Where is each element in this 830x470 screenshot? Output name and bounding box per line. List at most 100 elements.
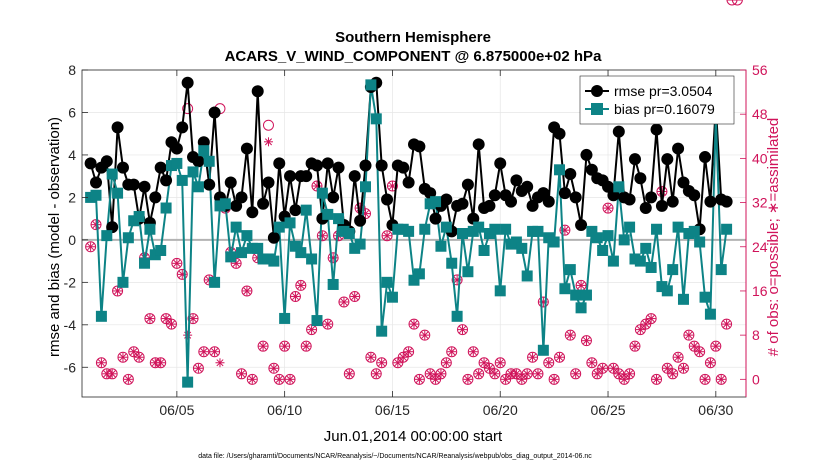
obs-possible-point: [403, 346, 415, 358]
rmse-point: [704, 195, 717, 208]
rmse-point: [127, 178, 140, 191]
rmse-point: [472, 138, 485, 151]
obs-possible-point: [386, 180, 398, 192]
obs-assimilated-point: [598, 363, 608, 373]
obs-assimilated-point: [614, 369, 624, 379]
bias-point: [225, 251, 237, 263]
bias-point: [704, 308, 716, 320]
obs-assimilated-point: [700, 374, 710, 384]
obs-assimilated-point: [581, 336, 591, 346]
bias-point: [489, 223, 501, 235]
obs-assimilated-point: [678, 363, 688, 373]
obs-possible-point: [268, 362, 280, 374]
bias-point: [494, 285, 506, 297]
bias-point: [192, 181, 204, 193]
bias-point: [176, 174, 188, 186]
legend-bias-marker: [591, 103, 603, 115]
obs-possible-point: [586, 357, 598, 369]
bias-point: [537, 344, 549, 356]
obs-possible-point: [580, 335, 592, 347]
rmse-point: [111, 121, 124, 134]
obs-assimilated-point: [193, 363, 203, 373]
obs-possible-point: [462, 373, 474, 385]
y-left-tick-label: 0: [68, 232, 76, 248]
obs-assimilated-point: [458, 325, 468, 335]
obs-assimilated-point: [166, 319, 176, 329]
obs-assimilated-point: [528, 352, 538, 362]
y-right-tick-label: 48: [752, 106, 768, 122]
obs-possible-point: [381, 230, 393, 242]
obs-possible-point: [279, 340, 291, 352]
x-tick-label: 06/10: [267, 402, 302, 418]
y-right-tick-label: 40: [752, 150, 768, 166]
rmse-point: [84, 157, 97, 170]
obs-possible-point: [537, 296, 549, 308]
obs-assimilated-point: [716, 374, 726, 384]
obs-possible-point: [672, 351, 684, 363]
rmse-point: [612, 125, 625, 138]
obs-assimilated-point: [86, 242, 96, 252]
obs-assimilated-point: [587, 358, 597, 368]
obs-possible-point: [645, 313, 657, 325]
bias-point: [144, 223, 156, 235]
bias-point: [575, 302, 587, 314]
bias-point: [672, 221, 684, 233]
rmse-point: [235, 191, 248, 204]
y-axis-left-label: rmse and bias (model - observation): [46, 117, 63, 357]
bias-point: [327, 278, 339, 290]
bias-point: [559, 283, 571, 295]
legend-bias-label: bias pr=0.16079: [614, 101, 715, 117]
bias-point: [613, 181, 625, 193]
obs-possible-point: [90, 219, 102, 231]
obs-assimilated-point: [705, 358, 715, 368]
obs-possible-point: [370, 368, 382, 380]
obs-assimilated-point: [172, 258, 182, 268]
rmse-point: [257, 197, 270, 210]
bias-point: [602, 230, 614, 242]
x-tick-label: 06/15: [375, 402, 410, 418]
obs-possible-point: [365, 351, 377, 363]
bias-point: [570, 289, 582, 301]
obs-possible-point: [300, 340, 312, 352]
y-left-tick-label: -4: [64, 317, 77, 333]
obs-possible-point: [117, 351, 129, 363]
legend-box: [579, 75, 735, 125]
bias-point: [139, 257, 151, 269]
obs-assimilated-point: [684, 330, 694, 340]
obs-assimilated-point: [576, 280, 586, 290]
bias-point: [241, 230, 253, 242]
obs-assimilated-point: [91, 220, 101, 230]
obs-possible-point: [446, 346, 458, 358]
rmse-point: [224, 176, 237, 189]
bias-point: [694, 236, 706, 248]
rmse-point: [580, 148, 593, 161]
bias-point: [586, 225, 598, 237]
obs-assimilated-point: [156, 358, 166, 368]
y-left-tick-label: 6: [68, 104, 76, 120]
rmse-point: [375, 159, 388, 172]
obs-possible-point: [699, 373, 711, 385]
obs-assimilated-point: [123, 374, 133, 384]
obs-assimilated-point: [420, 330, 430, 340]
obs-possible-point: [343, 368, 355, 380]
obs-assimilated-point: [290, 291, 300, 301]
bias-point: [209, 276, 221, 288]
bias-point: [343, 228, 355, 239]
obs-assimilated-point: [603, 203, 613, 213]
rmse-point: [348, 170, 361, 183]
obs-possible-point: [694, 346, 706, 358]
rmse-point: [628, 153, 641, 166]
obs-possible-point: [494, 357, 506, 369]
y-left-tick-label: 4: [68, 147, 76, 163]
obs-possible-point: [731, 0, 743, 6]
obs-assimilated-point: [565, 330, 575, 340]
obs-assimilated-point: [323, 319, 333, 329]
rmse-point: [273, 157, 286, 170]
bias-point: [268, 255, 280, 267]
obs-assimilated-point: [463, 374, 473, 384]
y-right-tick-label: 24: [752, 239, 768, 255]
bias-point: [451, 310, 463, 322]
obs-possible-point: [721, 318, 733, 330]
bias-point: [634, 255, 646, 267]
